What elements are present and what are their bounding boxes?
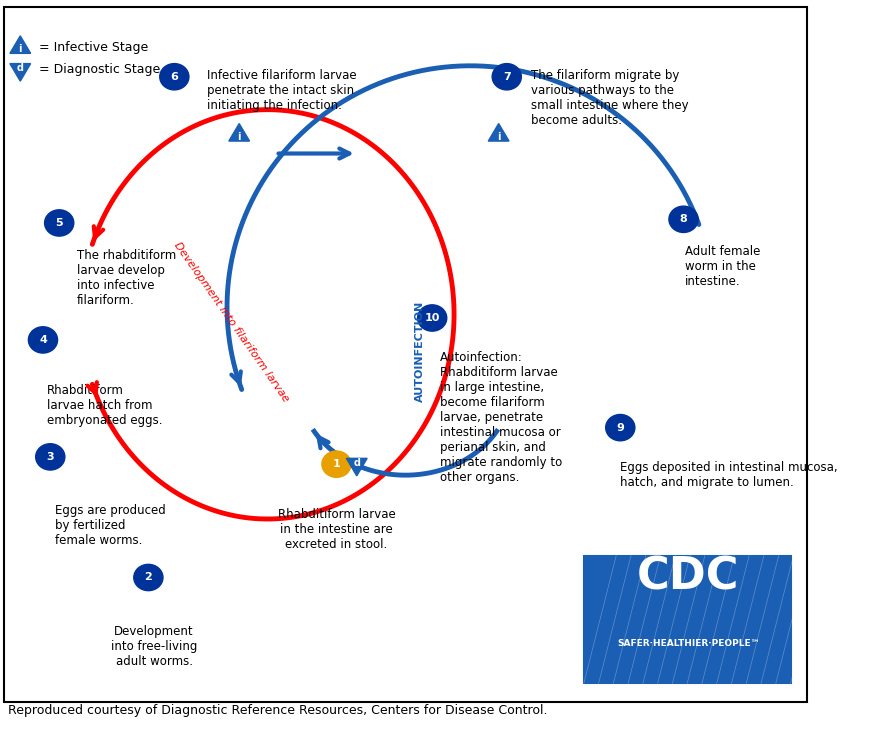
Text: 2: 2 — [144, 572, 152, 583]
Circle shape — [322, 451, 351, 477]
Text: 7: 7 — [502, 72, 510, 82]
Text: 1: 1 — [332, 459, 340, 469]
Text: 8: 8 — [679, 214, 687, 224]
Text: SAFER·HEALTHIER·PEOPLE™: SAFER·HEALTHIER·PEOPLE™ — [616, 639, 759, 648]
Circle shape — [29, 327, 57, 353]
Circle shape — [668, 206, 697, 232]
Text: d: d — [353, 458, 360, 468]
Text: i: i — [237, 132, 241, 142]
Text: 10: 10 — [424, 313, 440, 323]
Text: The rhabditiform
larvae develop
into infective
filariform.: The rhabditiform larvae develop into inf… — [77, 249, 176, 306]
Text: = Infective Stage: = Infective Stage — [39, 41, 148, 54]
Polygon shape — [346, 458, 367, 476]
Text: Adult female
worm in the
intestine.: Adult female worm in the intestine. — [685, 245, 760, 288]
Text: Autoinfection:
Rhabditiform larvae
in large intestine,
become filariform
larvae,: Autoinfection: Rhabditiform larvae in la… — [440, 351, 562, 484]
Polygon shape — [10, 36, 30, 53]
Circle shape — [44, 210, 74, 236]
Text: 4: 4 — [39, 335, 47, 345]
Text: Development
into free-living
adult worms.: Development into free-living adult worms… — [110, 625, 197, 668]
Text: The filariform migrate by
various pathways to the
small intestine where they
bec: The filariform migrate by various pathwa… — [530, 69, 688, 127]
Polygon shape — [488, 124, 508, 141]
Circle shape — [605, 414, 634, 441]
Text: Reproduced courtesy of Diagnostic Reference Resources, Centers for Disease Contr: Reproduced courtesy of Diagnostic Refere… — [8, 704, 547, 717]
Text: Rhabditiform
larvae hatch from
embryonated eggs.: Rhabditiform larvae hatch from embryonat… — [47, 384, 163, 427]
Polygon shape — [229, 124, 249, 141]
Circle shape — [492, 64, 521, 90]
Polygon shape — [10, 64, 30, 81]
Text: i: i — [496, 132, 500, 142]
Text: = Diagnostic Stage: = Diagnostic Stage — [39, 63, 160, 76]
Text: Eggs are produced
by fertilized
female worms.: Eggs are produced by fertilized female w… — [55, 504, 166, 548]
Text: 9: 9 — [615, 423, 623, 433]
Circle shape — [36, 444, 65, 470]
Text: 6: 6 — [170, 72, 178, 82]
Text: 3: 3 — [46, 452, 54, 462]
Text: Infective filariform larvae
penetrate the intact skin
initiating the infection.: Infective filariform larvae penetrate th… — [207, 69, 356, 113]
Text: i: i — [18, 44, 22, 54]
Circle shape — [417, 305, 447, 331]
Circle shape — [160, 64, 189, 90]
Text: AUTOINFECTION: AUTOINFECTION — [415, 300, 425, 401]
Text: Development into filariform larvae: Development into filariform larvae — [171, 240, 290, 404]
Text: Eggs deposited in intestinal mucosa,
hatch, and migrate to lumen.: Eggs deposited in intestinal mucosa, hat… — [620, 461, 837, 488]
FancyBboxPatch shape — [583, 556, 790, 683]
Text: Rhabditiform larvae
in the intestine are
excreted in stool.: Rhabditiform larvae in the intestine are… — [277, 508, 395, 551]
Circle shape — [134, 564, 163, 591]
Text: CDC: CDC — [636, 556, 739, 599]
Text: 5: 5 — [56, 218, 63, 228]
Text: d: d — [17, 63, 23, 73]
